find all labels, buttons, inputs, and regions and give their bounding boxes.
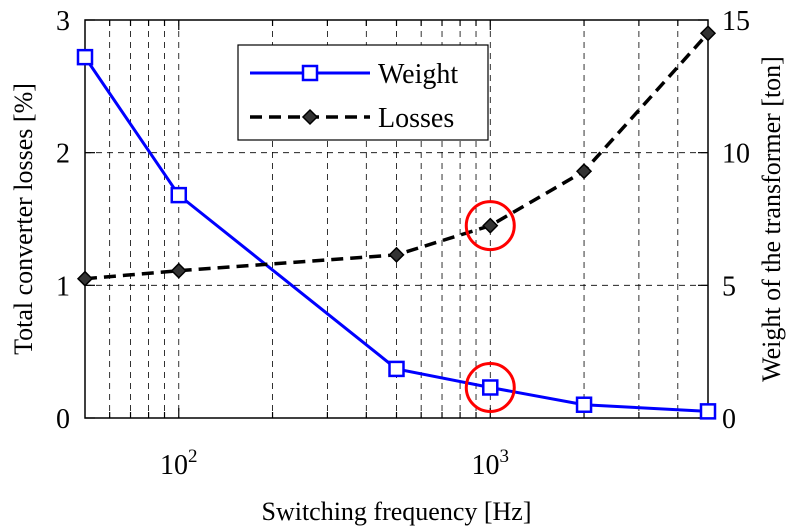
- data-point-losses: [388, 246, 405, 263]
- x-tick-label: 102: [160, 446, 198, 481]
- x-tick-label-exponent: 3: [500, 446, 510, 467]
- y-right-tick-label: 5: [722, 271, 736, 302]
- right-y-axis-label: Weight of the transformer [ton]: [757, 56, 786, 382]
- y-left-tick-label: 3: [56, 6, 70, 37]
- data-point-weight: [699, 403, 717, 420]
- series-losses: [76, 25, 717, 287]
- series-layer: [76, 25, 717, 420]
- legend-label: Weight: [378, 59, 458, 90]
- legend-label: Losses: [378, 103, 454, 134]
- x-tick-label-exponent: 2: [188, 446, 198, 467]
- y-left-tick-label: 2: [56, 139, 70, 170]
- data-point-losses: [482, 217, 499, 234]
- data-point-weight: [76, 48, 94, 66]
- data-point-losses: [575, 163, 593, 180]
- x-axis: 102 103: [160, 446, 509, 481]
- data-point-weight: [575, 396, 593, 413]
- x-tick-label-base: 10: [472, 450, 500, 481]
- x-axis-label: Switching frequency [Hz]: [261, 497, 531, 526]
- annotation-layer: [464, 200, 516, 413]
- series-weight: [76, 48, 717, 420]
- data-point-weight: [482, 379, 499, 396]
- data-point-losses: [699, 25, 717, 42]
- x-tick-label: 103: [472, 446, 510, 481]
- legend-marker: [301, 64, 319, 82]
- data-point-losses: [76, 270, 94, 287]
- data-point-weight: [170, 186, 188, 204]
- highlight-circle: [464, 200, 516, 252]
- series-line-losses: [84, 32, 710, 281]
- left-y-axis: 0 1 2 3: [56, 6, 70, 435]
- y-right-tick-label: 0: [722, 404, 736, 435]
- plot-area-frame: [84, 19, 709, 419]
- data-point-weight: [388, 360, 405, 378]
- y-right-tick-label: 15: [722, 6, 750, 37]
- right-y-axis: 0 5 10 15: [722, 6, 750, 435]
- legend: Weight Losses: [237, 44, 489, 141]
- series-line-weight: [83, 56, 709, 413]
- legend-item-weight: Weight: [250, 59, 458, 90]
- x-tick-label-base: 10: [160, 450, 188, 481]
- legend-item-losses: Losses: [250, 103, 454, 134]
- left-y-axis-label: Total converter losses [%]: [9, 83, 38, 355]
- legend-items: Weight Losses: [250, 59, 458, 134]
- y-left-tick-label: 1: [56, 271, 70, 302]
- legend-box: [237, 44, 489, 141]
- highlight-circle: [464, 361, 516, 413]
- legend-marker: [301, 108, 319, 126]
- y-left-tick-label: 0: [56, 404, 70, 435]
- data-point-losses: [170, 262, 187, 279]
- y-right-tick-label: 10: [722, 139, 750, 170]
